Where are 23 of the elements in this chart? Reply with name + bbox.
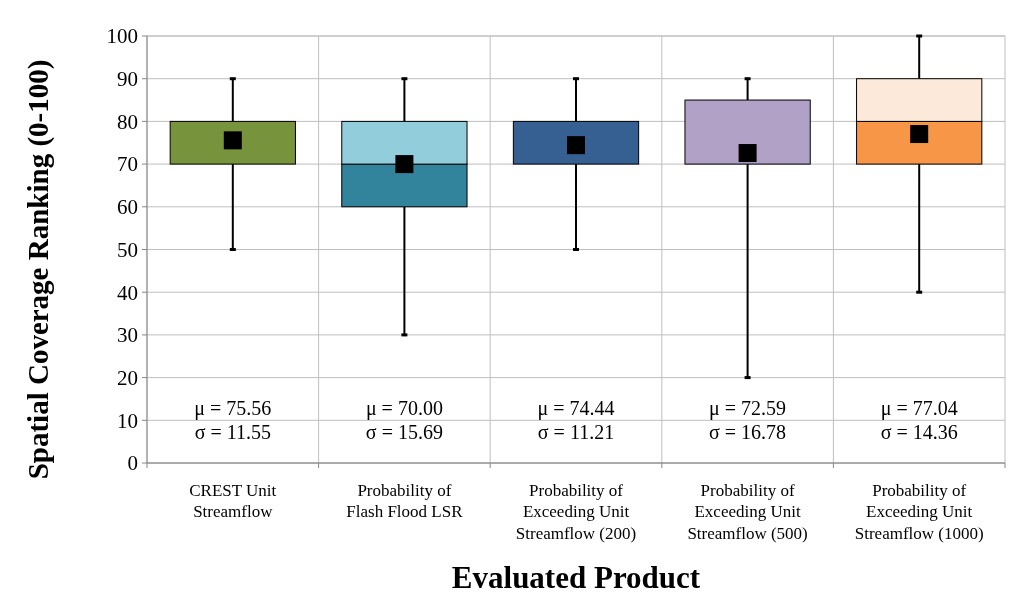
x-tick-label: Probability of Flash Flood LSR	[346, 481, 464, 522]
annotation: μ = 70.00 σ = 15.69	[365, 397, 443, 444]
x-axis-title: Evaluated Product	[451, 560, 701, 595]
x-tick-label: CREST Unit Streamflow	[189, 481, 277, 522]
annotation: μ = 74.44 σ = 11.21	[537, 397, 615, 444]
annotation: μ = 72.59 σ = 16.78	[709, 397, 787, 444]
y-tick-label: 20	[117, 365, 138, 390]
y-tick-label: 40	[117, 280, 138, 305]
y-tick-label: 70	[117, 152, 138, 177]
y-tick-label: 90	[117, 67, 138, 92]
y-axis-title: Spatial Coverage Ranking (0-100)	[22, 59, 55, 480]
x-tick-label: Probability of Exceeding Unit Streamflow (500)	[687, 481, 808, 543]
y-tick-label: 60	[117, 195, 138, 220]
annotation: μ = 75.56 σ = 11.55	[194, 397, 272, 444]
y-tick-label: 0	[127, 451, 138, 476]
y-tick-label: 50	[117, 237, 138, 262]
y-tick-label: 80	[117, 109, 138, 134]
y-tick-label: 10	[117, 408, 138, 433]
x-tick-label: Probability of Exceeding Unit Streamflow (1000)	[854, 481, 984, 543]
y-tick-label: 30	[117, 323, 138, 348]
y-tick-label: 100	[106, 24, 138, 49]
x-tick-label: Probability of Exceeding Unit Streamflow (200)	[515, 481, 637, 543]
annotation: μ = 77.04 σ = 14.36	[880, 397, 958, 444]
